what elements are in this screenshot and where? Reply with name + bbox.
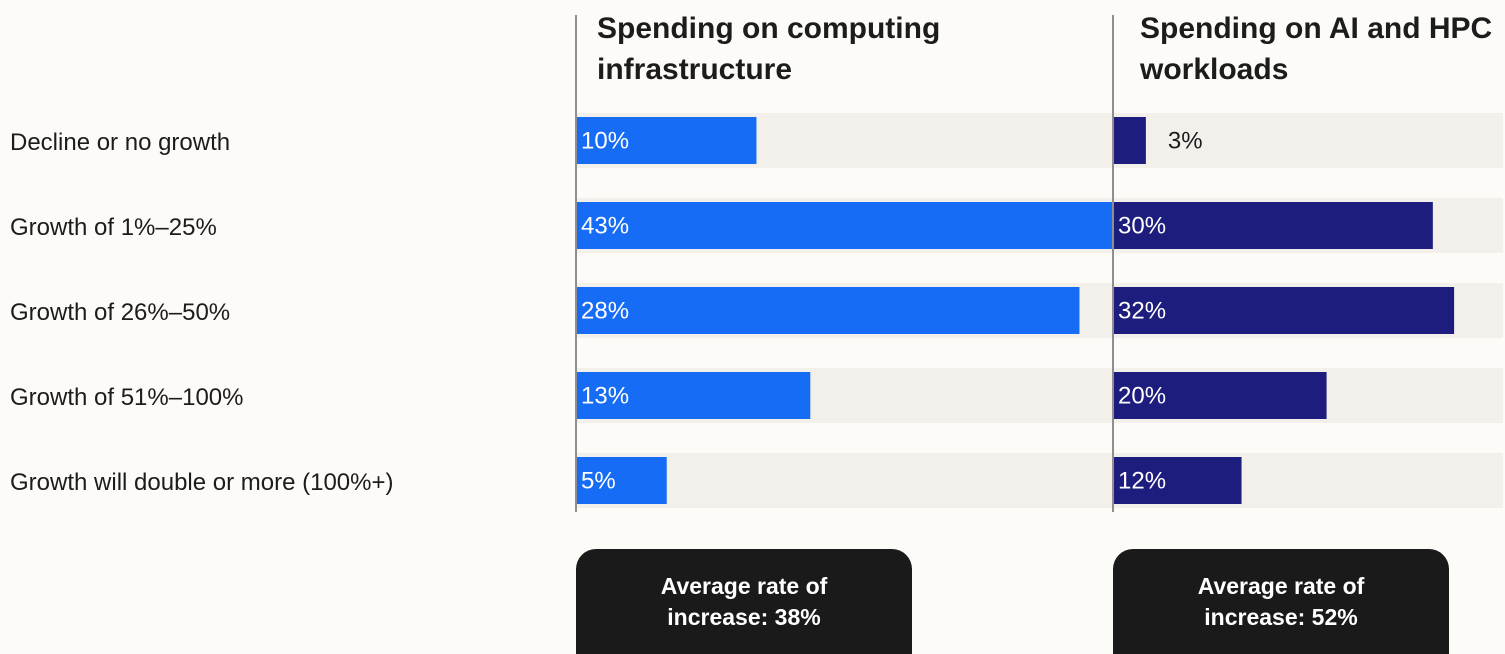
average-note-ai-hpc: Average rate of increase: 52% [1113,549,1449,654]
average-note-computing: Average rate of increase: 38% [576,549,912,654]
bar-panel1-4 [577,372,811,419]
bar-value-label-panel2-5: 12% [1118,468,1166,495]
bar-value-label-panel2-3: 32% [1118,298,1166,325]
panel-title-ai-hpc: Spending on AI and HPC workloads [1140,12,1493,86]
bar-panel2-5 [1114,457,1242,504]
bar-value-label-panel1-1: 10% [581,128,629,155]
bar-value-label-panel1-5: 5% [581,468,616,495]
bar-panel1-3 [577,287,1080,334]
panel-title-computing: Spending on computing infrastructure [597,12,941,86]
category-label-growth-51-100: Growth of 51%–100% [10,384,244,411]
category-label-growth-double: Growth will double or more (100%+) [10,469,394,496]
category-label-decline: Decline or no growth [10,129,231,156]
bar-track-panel2-1 [1114,113,1503,168]
bar-panel2-4 [1114,372,1327,419]
bar-value-label-panel1-2: 43% [581,213,629,240]
bar-panel2-1 [1114,117,1146,164]
category-label-growth-26-50: Growth of 26%–50% [10,299,231,326]
bar-panel1-1 [577,117,757,164]
bar-panel1-5 [577,457,667,504]
bar-panel2-3 [1114,287,1455,334]
bar-value-label-panel2-4: 20% [1118,383,1166,410]
bar-value-label-panel1-4: 13% [581,383,629,410]
bar-value-label-panel2-1: 3% [1168,128,1203,155]
bar-value-label-panel2-2: 30% [1118,213,1166,240]
bar-panel2-2 [1114,202,1433,249]
category-label-growth-1-25: Growth of 1%–25% [10,214,217,241]
bar-value-label-panel1-3: 28% [581,298,629,325]
